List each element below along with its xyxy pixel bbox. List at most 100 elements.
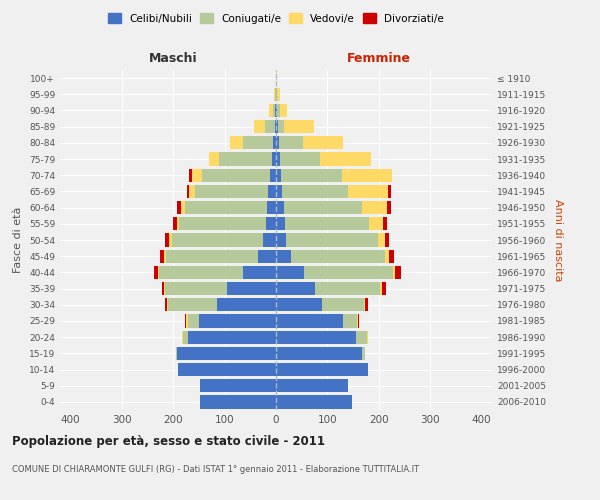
Text: Femmine: Femmine [347,52,411,65]
Bar [186,314,188,328]
Bar [275,88,276,101]
Bar [176,346,177,360]
Bar [162,282,164,295]
Bar [187,185,189,198]
Bar [388,185,391,198]
Bar [343,314,357,328]
Bar [185,201,267,214]
Bar [314,282,380,295]
Bar [286,234,378,246]
Bar [268,185,276,198]
Bar [276,266,304,279]
Bar [254,120,265,134]
Bar [276,363,368,376]
Bar [292,250,385,263]
Bar [280,104,287,117]
Text: Popolazione per età, sesso e stato civile - 2011: Popolazione per età, sesso e stato civil… [12,435,325,448]
Bar [284,201,362,214]
Bar [230,136,242,149]
Bar [177,217,179,230]
Bar [322,298,364,312]
Y-axis label: Fasce di età: Fasce di età [13,207,23,273]
Text: Maschi: Maschi [149,52,197,65]
Bar [164,282,166,295]
Bar [166,282,227,295]
Bar [365,298,368,312]
Bar [276,379,348,392]
Bar [265,120,275,134]
Bar [393,266,395,279]
Bar [389,250,394,263]
Bar [275,120,276,134]
Bar [188,330,276,344]
Bar [367,330,368,344]
Bar [276,314,343,328]
Bar [177,346,276,360]
Bar [172,234,263,246]
Bar [378,234,385,246]
Bar [179,217,266,230]
Bar [278,136,303,149]
Bar [195,185,268,198]
Bar [242,266,276,279]
Bar [274,136,276,149]
Bar [368,217,383,230]
Bar [303,136,343,149]
Legend: Celibi/Nubili, Coniugati/e, Vedovi/e, Divorziati/e: Celibi/Nubili, Coniugati/e, Vedovi/e, Di… [105,10,447,26]
Bar [304,266,393,279]
Bar [160,250,164,263]
Bar [276,330,356,344]
Bar [200,396,276,408]
Bar [277,104,280,117]
Bar [386,201,391,214]
Bar [281,168,342,182]
Bar [385,234,389,246]
Bar [342,168,392,182]
Bar [276,88,277,101]
Bar [166,298,167,312]
Bar [284,120,314,134]
Bar [282,185,348,198]
Bar [276,282,314,295]
Bar [276,185,282,198]
Bar [358,314,359,328]
Bar [272,152,276,166]
Bar [274,88,275,101]
Bar [357,314,358,328]
Bar [356,330,367,344]
Bar [280,152,320,166]
Bar [200,379,276,392]
Bar [177,201,181,214]
Bar [348,185,388,198]
Bar [364,298,365,312]
Bar [276,234,286,246]
Bar [362,346,365,360]
Bar [164,250,166,263]
Bar [382,282,386,295]
Bar [242,136,274,149]
Bar [191,168,202,182]
Bar [276,72,277,85]
Bar [276,168,281,182]
Bar [199,314,276,328]
Bar [362,201,386,214]
Bar [273,104,275,117]
Bar [277,88,280,101]
Bar [167,298,168,312]
Bar [267,201,276,214]
Bar [276,396,352,408]
Bar [169,234,172,246]
Bar [217,298,276,312]
Bar [276,104,277,117]
Bar [154,266,158,279]
Bar [168,298,217,312]
Bar [269,104,273,117]
Bar [184,330,188,344]
Bar [380,282,382,295]
Bar [182,330,184,344]
Bar [276,346,362,360]
Bar [383,217,387,230]
Bar [276,250,292,263]
Bar [202,168,270,182]
Bar [181,201,185,214]
